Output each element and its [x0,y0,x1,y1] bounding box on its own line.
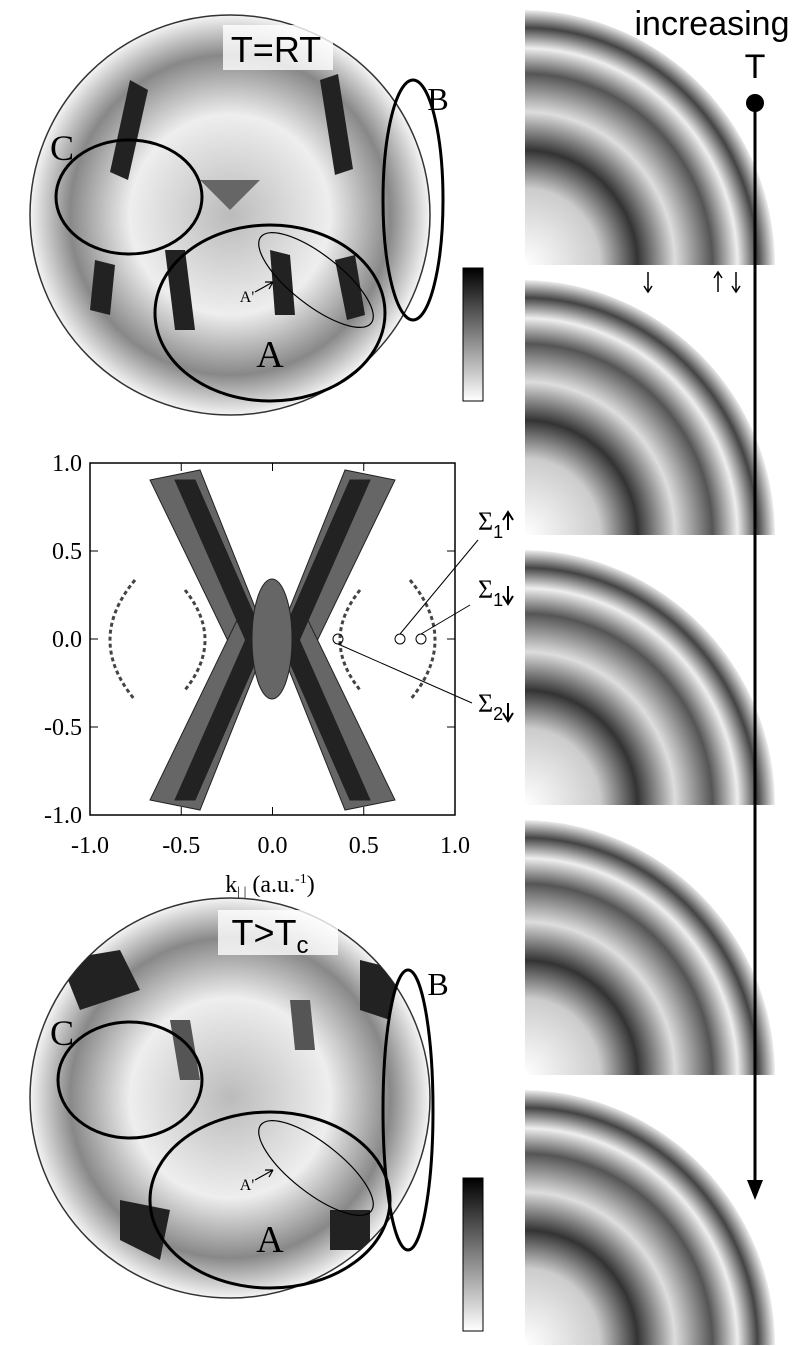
region-label: B [427,81,448,117]
title-subscript: c [297,932,309,959]
x-tick-label: -0.5 [162,833,200,859]
region-label: B [427,966,448,1002]
superscript: -1 [295,872,307,887]
region-label: A [256,334,284,376]
fermi-plot: k| |(a.u.-1) -1.0 -0.5 0.0 0.5 1.0 -1.0 -0.5 0.… [44,451,513,900]
top-map: T=RT A B C A' [30,15,483,415]
annotation-subscript: 2 [493,704,503,724]
y-tick-label: 0.5 [52,539,82,565]
x-tick-label: -1.0 [71,833,109,859]
bottom-map: T>Tc A B C A' [30,898,483,1331]
series-label: T [745,48,766,86]
annotation: Σ2 [478,689,503,724]
annotation-symbol: Σ [478,689,493,718]
annotation-symbol: Σ [478,575,493,604]
page: T=RT A B C A' k| |(a.u.-1) -1.0 -0.5 0.0 0.… [0,0,805,1346]
temperature-series: increasing T [525,5,789,1345]
x-tick-label: 1.0 [440,833,470,859]
region-label: A' [240,289,255,306]
annotation-subscript: 1 [493,522,503,542]
symbol: k [225,872,237,898]
series-label: increasing [635,5,790,43]
region-label: A' [240,1177,255,1194]
x-tick-label: 0.5 [349,833,379,859]
x-axis-label: k| |(a.u.-1) [225,872,314,900]
y-tick-label: -0.5 [44,715,82,741]
region-label: A [256,1219,284,1261]
unit: (a.u. [252,872,295,898]
unit-close: ) [307,872,315,898]
annotation: Σ1 [478,507,503,542]
region-label: C [50,1013,74,1053]
x-tick-label: 0.0 [258,833,288,859]
title-main: T>T [231,912,296,953]
annotation: Σ1 [478,575,503,610]
y-tick-label: 0.0 [52,627,82,653]
annotation-subscript: 1 [493,590,503,610]
annotation-symbol: Σ [478,507,493,536]
y-tick-label: 1.0 [52,451,82,477]
region-label: C [50,128,74,168]
map-title: T=RT [231,29,321,70]
figure: T=RT A B C A' k| |(a.u.-1) -1.0 -0.5 0.0 0.… [0,0,805,1346]
y-tick-label: -1.0 [44,803,82,829]
